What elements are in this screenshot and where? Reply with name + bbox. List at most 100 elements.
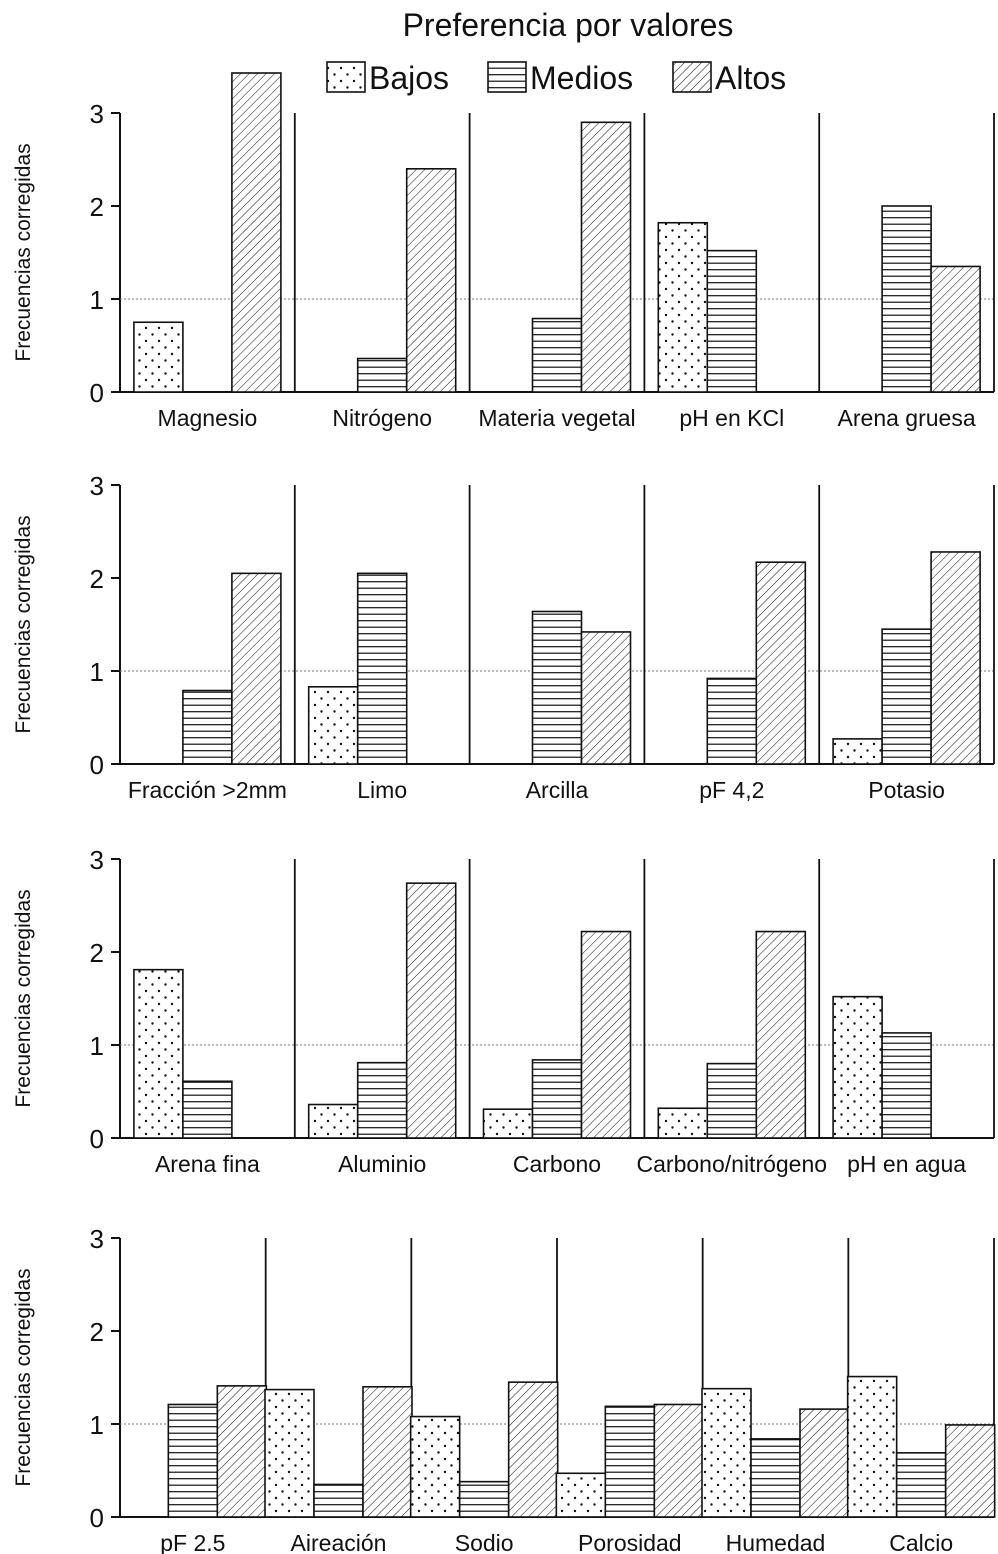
- x-category-label: Aireación: [291, 1530, 387, 1554]
- bar-altos: [216, 1385, 268, 1518]
- x-category-label: Arena fina: [155, 1151, 260, 1177]
- bar-medios: [604, 1405, 656, 1518]
- legend-swatch-medios: [487, 61, 527, 93]
- legend-label-altos: Altos: [715, 60, 786, 96]
- y-tick-label: 3: [90, 471, 104, 501]
- bar-altos: [231, 72, 282, 393]
- bar-altos: [799, 1408, 850, 1518]
- bar-bajos: [409, 1415, 461, 1518]
- x-category-label: pH en KCl: [679, 405, 784, 431]
- bar-altos: [405, 882, 457, 1139]
- bar-bajos: [832, 995, 883, 1139]
- bar-altos: [580, 121, 632, 393]
- bar-medios: [881, 628, 932, 765]
- x-category-label: Calcio: [889, 1530, 953, 1554]
- x-category-label: Humedad: [726, 1530, 826, 1554]
- y-tick-label: 1: [90, 657, 104, 687]
- y-tick-label: 1: [90, 1410, 104, 1440]
- y-axis-label: Frecuencias corregidas: [12, 1268, 35, 1486]
- panel-4: 0 1 2 3 Frecuencias corregidas pF 2.5 Aireació…: [12, 1224, 996, 1554]
- bar-bajos: [133, 321, 184, 393]
- y-tick-label: 0: [90, 750, 104, 780]
- x-category-label: Materia vegetal: [478, 405, 635, 431]
- x-category-label: Arcilla: [526, 777, 589, 803]
- bar-medios: [531, 610, 583, 765]
- bar-bajos: [846, 1375, 898, 1518]
- y-tick-label: 3: [90, 845, 104, 875]
- bar-medios: [706, 1062, 758, 1139]
- x-category-label: Potasio: [868, 777, 945, 803]
- bar-bajos: [657, 221, 709, 393]
- y-axis-label: Frecuencias corregidas: [12, 515, 35, 733]
- y-tick-label: 1: [90, 1031, 104, 1061]
- bar-altos: [580, 631, 632, 765]
- bar-bajos: [307, 1103, 359, 1139]
- bar-medios: [750, 1438, 801, 1518]
- x-category-label: pF 2.5: [160, 1530, 225, 1554]
- bar-medios: [881, 205, 932, 393]
- x-category-label: pH en agua: [847, 1151, 966, 1177]
- bar-altos: [580, 930, 632, 1139]
- bar-bajos: [307, 686, 359, 765]
- x-category-label: pF 4,2: [699, 777, 764, 803]
- panel-3: 0 1 2 3 Frecuencias corregidas Arena fina Alum…: [12, 845, 995, 1177]
- bar-bajos: [832, 738, 883, 765]
- bar-altos: [362, 1386, 413, 1518]
- bar-medios: [182, 1080, 233, 1139]
- x-category-label: Porosidad: [578, 1530, 682, 1554]
- bar-altos: [755, 561, 807, 765]
- bar-altos: [930, 265, 981, 393]
- bar-medios: [706, 677, 758, 765]
- bar-bajos: [555, 1472, 607, 1518]
- bar-medios: [706, 249, 758, 393]
- bar-bajos: [482, 1108, 534, 1139]
- bar-altos: [653, 1403, 705, 1518]
- y-tick-label: 0: [90, 378, 104, 408]
- y-axis-label: Frecuencias corregidas: [12, 889, 35, 1107]
- y-tick-label: 2: [90, 1317, 104, 1347]
- y-tick-label: 0: [90, 1503, 104, 1533]
- bar-medios: [531, 317, 583, 393]
- bar-bajos: [133, 968, 184, 1139]
- legend-label-medios: Medios: [530, 60, 633, 96]
- x-category-label: Magnesio: [158, 405, 258, 431]
- bar-bajos: [657, 1107, 709, 1139]
- x-category-label: Carbono: [513, 1151, 601, 1177]
- legend-label-bajos: Bajos: [369, 60, 449, 96]
- bar-medios: [182, 689, 233, 765]
- x-category-label: Arena gruesa: [838, 405, 976, 431]
- bar-medios: [356, 572, 408, 765]
- bar-altos: [930, 551, 981, 765]
- bar-altos: [755, 930, 807, 1139]
- bar-medios: [356, 357, 408, 393]
- y-axis-label: Frecuencias corregidas: [12, 143, 35, 361]
- bar-bajos: [264, 1388, 315, 1518]
- y-tick-label: 1: [90, 285, 104, 315]
- bar-medios: [895, 1452, 947, 1518]
- panel-2: 0 1 2 3 Frecuencias corregidas Fracción >2mm L…: [12, 471, 995, 803]
- bar-medios: [356, 1061, 408, 1139]
- y-tick-label: 2: [90, 564, 104, 594]
- x-category-label: Fracción >2mm: [128, 777, 287, 803]
- bar-medios: [313, 1483, 364, 1518]
- y-tick-label: 0: [90, 1124, 104, 1154]
- bar-medios: [531, 1059, 583, 1139]
- x-category-label: Carbono/nitrógeno: [637, 1151, 828, 1177]
- x-category-label: Sodio: [455, 1530, 514, 1554]
- bar-altos: [231, 572, 282, 765]
- bar-medios: [881, 1032, 932, 1139]
- legend-swatch-altos: [672, 61, 712, 93]
- bar-medios: [167, 1403, 219, 1518]
- y-tick-label: 3: [90, 1224, 104, 1254]
- panel-1: 0 1 2 3 Frecuencias corregidas Magnesio Nitróg…: [12, 72, 995, 431]
- legend: Bajos Medios Altos: [326, 60, 786, 96]
- bar-altos: [405, 168, 457, 393]
- y-tick-label: 3: [90, 99, 104, 129]
- bar-altos: [507, 1381, 559, 1518]
- x-category-label: Nitrógeno: [332, 405, 432, 431]
- chart-title: Preferencia por valores: [403, 7, 734, 43]
- legend-swatch-bajos: [326, 61, 366, 93]
- bar-altos: [944, 1424, 996, 1518]
- y-tick-label: 2: [90, 192, 104, 222]
